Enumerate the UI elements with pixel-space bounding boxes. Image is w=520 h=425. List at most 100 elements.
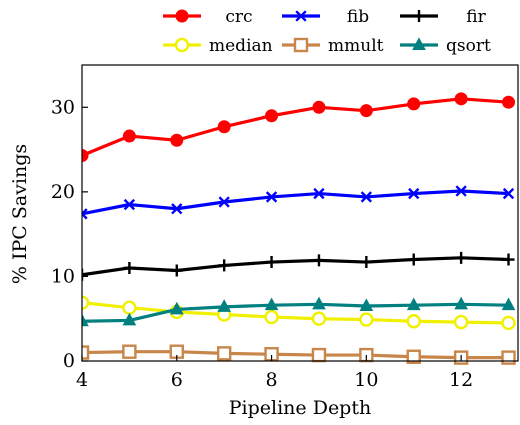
legend-marker: [412, 37, 426, 50]
axes: 0 10 20 30 4 6 8 10 12: [51, 64, 519, 391]
legend-item-crc: crc: [163, 7, 253, 27]
data-point-fib-13: [502, 187, 515, 200]
data-point-qsort-6: [169, 301, 184, 315]
x-tick-label: 10: [354, 369, 378, 391]
data-point-fir-12: [455, 251, 468, 264]
series-fib: [82, 185, 515, 220]
series-mmult: [82, 344, 516, 365]
legend-marker: [293, 37, 309, 53]
data-point-fir-4: [82, 268, 88, 281]
data-point-qsort-12: [454, 296, 468, 310]
x-tick-label: 12: [449, 369, 473, 391]
series-qsort: [82, 296, 516, 327]
data-point-qsort-10: [359, 298, 374, 312]
data-point-fib-4: [82, 208, 88, 220]
x-tick-label: 8: [266, 369, 278, 391]
series-line-mmult: [82, 350, 509, 360]
data-point-median-10: [359, 312, 374, 327]
legend-item-qsort: qsort: [400, 36, 491, 56]
data-point-median-5: [122, 300, 137, 315]
data-point-mmult-13: [501, 350, 516, 365]
data-point-median-9: [311, 311, 327, 326]
data-point-crc-10: [359, 104, 373, 118]
data-point-qsort-7: [217, 299, 232, 312]
legend-label: mmult: [328, 36, 384, 56]
data-point-fib-9: [313, 187, 325, 200]
data-point-fib-8: [265, 191, 278, 203]
legend-marker: [175, 9, 189, 23]
data-point-median-12: [453, 314, 469, 330]
data-point-qsort-13: [501, 297, 516, 311]
legend: crc fib fir median mmult qsort: [163, 7, 491, 56]
data-point-qsort-11: [406, 297, 421, 311]
legend-item-fib: fib: [282, 7, 369, 27]
series-crc: [82, 92, 516, 162]
data-point-fib-6: [171, 203, 183, 215]
data-point-fib-12: [455, 185, 467, 197]
x-tick-label: 4: [76, 369, 88, 391]
data-point-mmult-5: [122, 344, 137, 359]
data-point-median-8: [264, 309, 279, 325]
plot-area: [82, 92, 516, 365]
data-point-mmult-4: [82, 345, 90, 360]
series-line-fir: [82, 256, 509, 277]
y-tick-label: 10: [51, 265, 75, 287]
plot-frame: [81, 64, 519, 362]
data-point-qsort-5: [122, 312, 137, 326]
y-axis-label: % IPC Savings: [9, 144, 31, 284]
data-point-mmult-9: [311, 347, 327, 363]
series-median: [82, 295, 516, 331]
legend-label: fir: [466, 7, 486, 27]
data-point-fib-7: [218, 196, 230, 208]
data-point-qsort-8: [264, 297, 279, 311]
data-point-median-11: [406, 314, 421, 329]
legend-item-mmult: mmult: [282, 36, 384, 56]
data-point-fir-13: [502, 253, 515, 266]
legend-label: crc: [225, 7, 252, 27]
data-point-median-13: [501, 315, 516, 331]
data-point-fir-5: [123, 261, 136, 274]
data-point-qsort-4: [82, 313, 89, 327]
data-point-crc-5: [122, 129, 136, 143]
legend-label: fib: [347, 7, 369, 27]
y-tick-label: 30: [51, 96, 75, 118]
data-point-fir-6: [170, 264, 183, 277]
data-point-fib-10: [360, 191, 372, 203]
data-point-crc-11: [407, 97, 421, 111]
legend-item-fir: fir: [400, 7, 487, 27]
data-point-crc-9: [312, 100, 326, 114]
series-line-fib: [82, 189, 509, 216]
data-point-crc-7: [217, 120, 231, 134]
series-line-median: [82, 301, 509, 325]
data-point-crc-12: [454, 92, 468, 106]
data-point-fir-8: [265, 256, 278, 269]
legend-marker: [295, 10, 307, 22]
legend-marker: [174, 37, 190, 53]
x-axis-label: Pipeline Depth: [229, 397, 371, 419]
data-point-crc-8: [265, 109, 279, 123]
legend-label: median: [209, 36, 273, 56]
data-point-median-4: [82, 295, 90, 310]
series-line-crc: [82, 97, 509, 157]
data-point-fib-11: [408, 187, 420, 200]
legend-item-median: median: [163, 36, 273, 56]
data-point-crc-13: [502, 95, 516, 109]
y-tick-label: 0: [63, 350, 75, 372]
data-point-fib-5: [123, 198, 136, 211]
data-point-qsort-9: [312, 296, 326, 310]
data-point-fir-10: [360, 256, 373, 269]
data-point-mmult-11: [406, 349, 421, 364]
legend-label: qsort: [446, 36, 491, 56]
series-fir: [82, 251, 515, 281]
data-point-fir-11: [407, 253, 420, 266]
data-point-fir-9: [312, 254, 325, 267]
x-tick-label: 6: [171, 369, 183, 391]
data-point-crc-6: [170, 133, 184, 147]
legend-marker: [413, 10, 425, 22]
data-point-crc-4: [82, 148, 89, 162]
data-point-mmult-7: [216, 346, 232, 361]
data-point-fir-7: [218, 259, 231, 272]
series-line-qsort: [82, 302, 509, 323]
y-tick-label: 20: [51, 181, 75, 203]
